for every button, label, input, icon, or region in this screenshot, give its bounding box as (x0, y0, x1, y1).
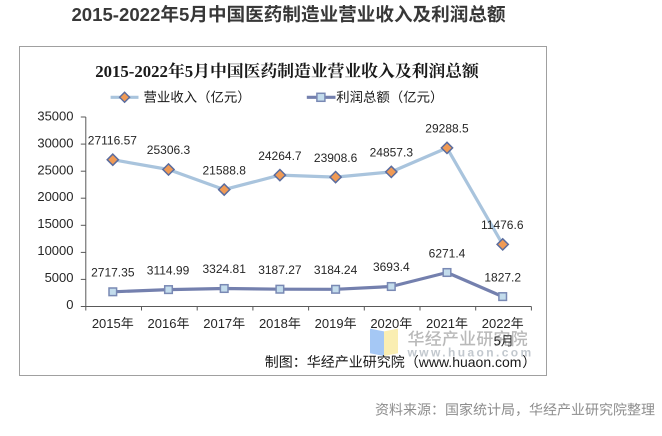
svg-text:25000: 25000 (37, 162, 73, 177)
svg-text:23908.6: 23908.6 (314, 151, 358, 165)
svg-text:2717.35: 2717.35 (91, 265, 135, 279)
svg-text:2020: 2020 (370, 316, 399, 331)
svg-text:3324.81: 3324.81 (203, 262, 247, 276)
svg-text:5: 5 (185, 62, 193, 81)
svg-text:www.huaon.com: www.huaon.com (407, 346, 534, 360)
svg-text:5000: 5000 (45, 270, 74, 285)
svg-text:2018: 2018 (259, 316, 288, 331)
svg-text:15000: 15000 (37, 216, 73, 231)
svg-text:2022: 2022 (482, 316, 511, 331)
svg-text:2017: 2017 (203, 316, 232, 331)
svg-text:20000: 20000 (37, 189, 73, 204)
svg-text:25306.3: 25306.3 (147, 143, 191, 157)
svg-text:1827.2: 1827.2 (484, 270, 521, 284)
svg-text:5: 5 (494, 334, 501, 349)
svg-text:2016: 2016 (148, 316, 177, 331)
svg-text:5: 5 (179, 4, 189, 25)
svg-text:29288.5: 29288.5 (425, 122, 469, 136)
svg-text:3693.4: 3693.4 (373, 260, 410, 274)
svg-text:24857.3: 24857.3 (370, 146, 414, 160)
svg-text:www.huaon.com: www.huaon.com (418, 354, 522, 370)
svg-text:3184.24: 3184.24 (314, 263, 358, 277)
svg-text:27116.57: 27116.57 (88, 133, 137, 147)
svg-text:2019: 2019 (315, 316, 344, 331)
svg-text:24264.7: 24264.7 (258, 149, 302, 163)
svg-text:21588.8: 21588.8 (203, 163, 247, 177)
svg-text:2015: 2015 (92, 316, 121, 331)
svg-text:2021: 2021 (426, 316, 455, 331)
svg-text:30000: 30000 (37, 135, 73, 150)
svg-text:35000: 35000 (37, 109, 73, 124)
svg-text:2015-2022: 2015-2022 (95, 62, 168, 81)
svg-text:3187.27: 3187.27 (258, 263, 302, 277)
svg-text:11476.6: 11476.6 (481, 218, 524, 232)
svg-text:10000: 10000 (37, 243, 73, 258)
svg-text:6271.4: 6271.4 (429, 246, 466, 260)
svg-text:0: 0 (66, 297, 73, 312)
svg-text:3114.99: 3114.99 (147, 263, 190, 277)
svg-text:2015-2022: 2015-2022 (71, 4, 160, 25)
